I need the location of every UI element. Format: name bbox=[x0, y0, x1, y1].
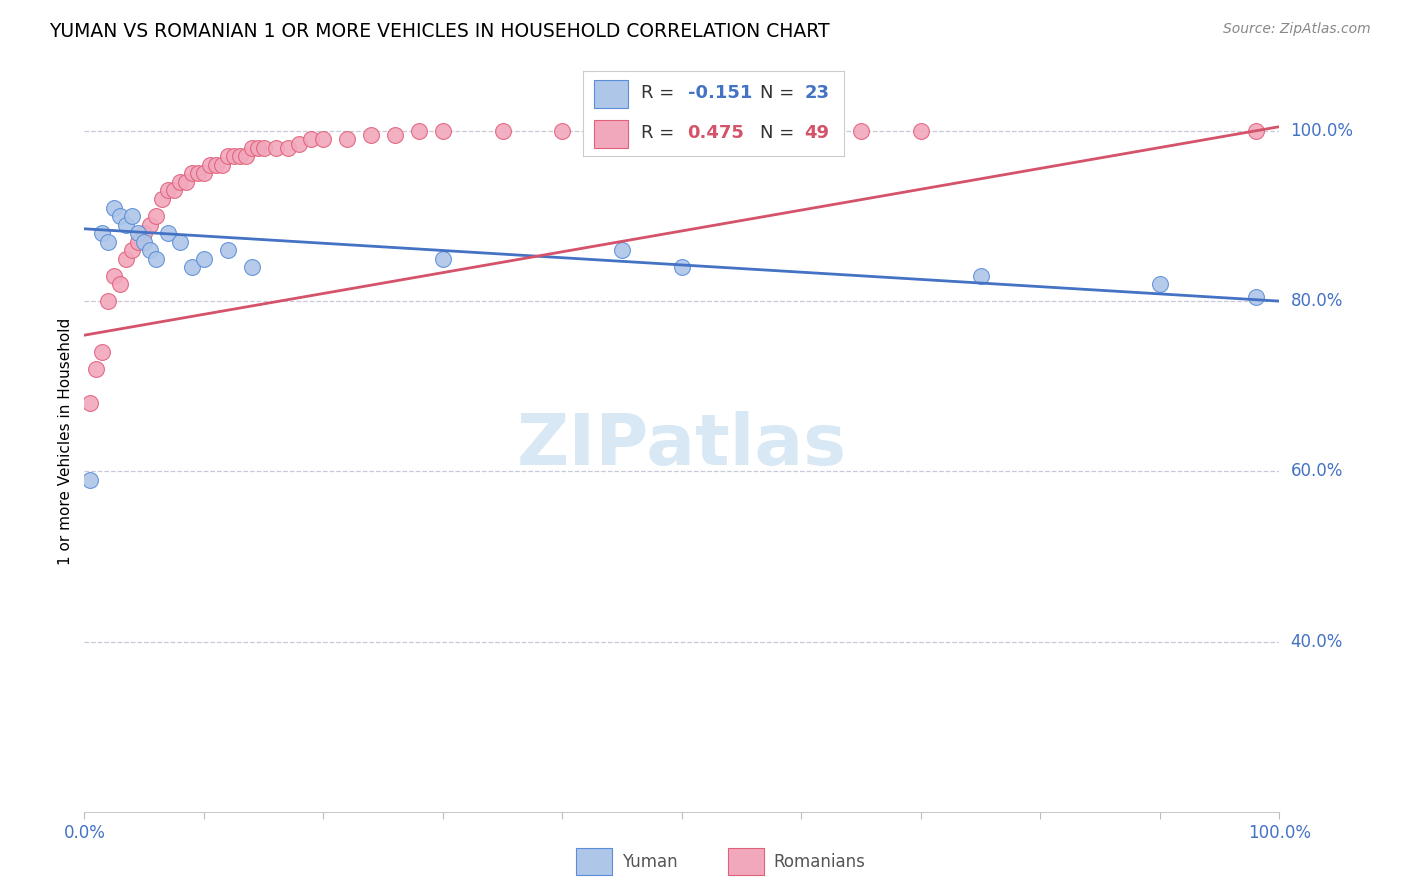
Text: -0.151: -0.151 bbox=[688, 85, 752, 103]
Text: ZIPatlas: ZIPatlas bbox=[517, 411, 846, 480]
Point bbox=[312, 132, 335, 146]
Point bbox=[222, 149, 245, 163]
Point bbox=[851, 124, 873, 138]
Text: 40.0%: 40.0% bbox=[1291, 632, 1343, 650]
Point bbox=[193, 166, 215, 180]
Text: R =: R = bbox=[641, 124, 679, 142]
Point bbox=[79, 473, 101, 487]
Bar bbox=[576, 848, 612, 875]
Y-axis label: 1 or more Vehicles in Household: 1 or more Vehicles in Household bbox=[58, 318, 73, 566]
Text: Source: ZipAtlas.com: Source: ZipAtlas.com bbox=[1223, 22, 1371, 37]
Point bbox=[174, 175, 197, 189]
Point bbox=[110, 209, 132, 223]
Point bbox=[229, 149, 252, 163]
Point bbox=[671, 124, 693, 138]
Point bbox=[492, 124, 515, 138]
Point bbox=[235, 149, 257, 163]
Text: 0.475: 0.475 bbox=[688, 124, 744, 142]
Point bbox=[612, 243, 634, 257]
Point bbox=[127, 226, 149, 240]
Point bbox=[217, 243, 239, 257]
Text: Romanians: Romanians bbox=[773, 853, 866, 871]
Point bbox=[193, 252, 215, 266]
Point bbox=[97, 235, 120, 249]
Point bbox=[187, 166, 209, 180]
Point bbox=[217, 149, 239, 163]
Bar bbox=[593, 80, 627, 108]
Text: 100.0%: 100.0% bbox=[1291, 122, 1354, 140]
Text: 60.0%: 60.0% bbox=[1291, 462, 1343, 480]
Point bbox=[384, 128, 406, 143]
Point bbox=[115, 218, 138, 232]
Point bbox=[139, 243, 162, 257]
Point bbox=[253, 141, 276, 155]
Point bbox=[288, 136, 311, 151]
Point bbox=[432, 252, 454, 266]
Point bbox=[240, 260, 263, 274]
Point bbox=[103, 201, 125, 215]
Point bbox=[970, 268, 993, 283]
Point bbox=[671, 260, 693, 274]
Point bbox=[246, 141, 269, 155]
Point bbox=[115, 252, 138, 266]
Text: YUMAN VS ROMANIAN 1 OR MORE VEHICLES IN HOUSEHOLD CORRELATION CHART: YUMAN VS ROMANIAN 1 OR MORE VEHICLES IN … bbox=[49, 22, 830, 41]
Point bbox=[132, 235, 156, 249]
Point bbox=[163, 184, 186, 198]
Point bbox=[139, 218, 162, 232]
Point bbox=[97, 294, 120, 309]
Point bbox=[211, 158, 233, 172]
Point bbox=[1244, 124, 1267, 138]
Point bbox=[336, 132, 359, 146]
Text: N =: N = bbox=[761, 85, 800, 103]
Point bbox=[360, 128, 382, 143]
Point bbox=[205, 158, 228, 172]
Point bbox=[91, 345, 114, 359]
Point bbox=[103, 268, 125, 283]
Point bbox=[910, 124, 932, 138]
Point bbox=[86, 362, 108, 376]
Point bbox=[145, 252, 167, 266]
Text: 80.0%: 80.0% bbox=[1291, 292, 1343, 310]
Point bbox=[132, 226, 156, 240]
Text: 49: 49 bbox=[804, 124, 830, 142]
Text: R =: R = bbox=[641, 85, 679, 103]
Point bbox=[150, 192, 173, 206]
Point bbox=[121, 243, 143, 257]
Text: Yuman: Yuman bbox=[621, 853, 678, 871]
Bar bbox=[593, 120, 627, 147]
Text: 23: 23 bbox=[804, 85, 830, 103]
Point bbox=[432, 124, 454, 138]
Point bbox=[121, 209, 143, 223]
Point bbox=[1244, 290, 1267, 304]
Point bbox=[157, 184, 180, 198]
Point bbox=[127, 235, 149, 249]
Point bbox=[79, 396, 101, 410]
Point bbox=[145, 209, 167, 223]
Point bbox=[110, 277, 132, 292]
Text: N =: N = bbox=[761, 124, 800, 142]
Point bbox=[169, 235, 191, 249]
Point bbox=[277, 141, 299, 155]
Point bbox=[181, 260, 204, 274]
Point bbox=[731, 124, 754, 138]
Point bbox=[408, 124, 430, 138]
Point bbox=[198, 158, 221, 172]
Point bbox=[1149, 277, 1171, 292]
Point bbox=[612, 124, 634, 138]
Point bbox=[264, 141, 287, 155]
Point bbox=[240, 141, 263, 155]
Point bbox=[91, 226, 114, 240]
Point bbox=[157, 226, 180, 240]
Point bbox=[301, 132, 323, 146]
Point bbox=[181, 166, 204, 180]
Bar bbox=[728, 848, 763, 875]
Point bbox=[551, 124, 574, 138]
Point bbox=[169, 175, 191, 189]
Point bbox=[790, 124, 813, 138]
